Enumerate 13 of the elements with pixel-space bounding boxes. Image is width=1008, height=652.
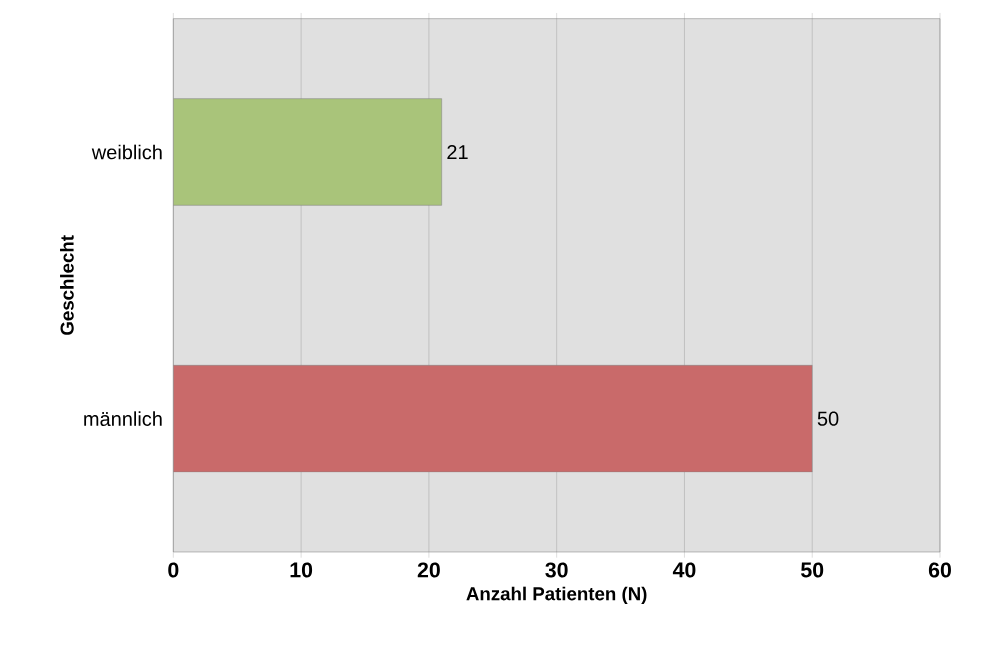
y-tick-label: männlich (84, 411, 162, 426)
x-tick-label: 10 (290, 562, 313, 578)
x-tick-label: 40 (672, 562, 696, 578)
x-tick-label: 0 (168, 562, 179, 578)
x-tick-label: 30 (545, 562, 568, 578)
y-axis-title: Geschlecht (60, 235, 74, 335)
x-tick-label: 50 (801, 562, 824, 578)
data-label: 21 (447, 145, 468, 159)
x-axis-title: Anzahl Patienten (N) (466, 586, 647, 605)
x-tick-label: 60 (928, 562, 951, 578)
data-label: 50 (817, 411, 839, 426)
x-tick-label: 20 (417, 562, 440, 578)
y-tick-label: weiblich (91, 144, 162, 160)
